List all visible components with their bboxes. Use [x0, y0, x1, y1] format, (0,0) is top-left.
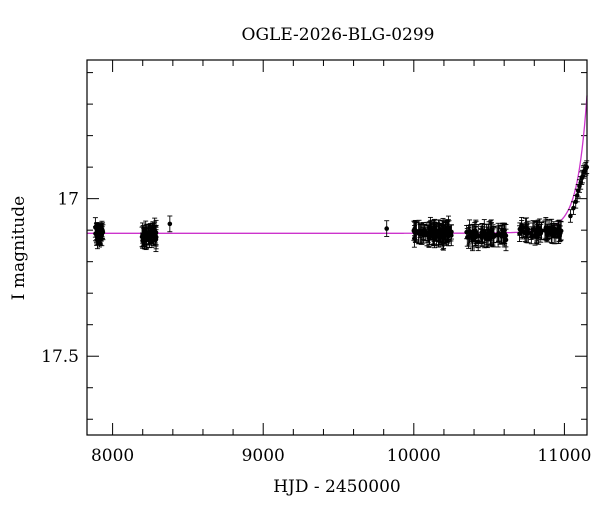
data-point [567, 209, 573, 223]
x-tick-label: 10000 [387, 446, 441, 466]
data-points-layer [92, 160, 590, 253]
data-point [469, 230, 475, 248]
tick-labels: 8000 9000 10000 11000 17 17.5 [41, 190, 591, 466]
data-point [448, 224, 454, 247]
data-point [490, 228, 496, 246]
model-curve-layer [87, 95, 588, 234]
data-point [519, 223, 525, 240]
data-point [417, 224, 423, 238]
data-point [500, 223, 506, 237]
data-point [426, 221, 432, 248]
data-point [551, 223, 557, 239]
data-point [496, 225, 502, 242]
data-point [530, 220, 536, 240]
data-point [143, 226, 149, 241]
data-point [444, 219, 450, 244]
data-point [535, 223, 541, 239]
data-point [475, 224, 481, 249]
x-axis-label: HJD - 2450000 [273, 477, 401, 497]
y-tick-label: 17 [57, 190, 79, 210]
data-point [525, 220, 531, 239]
plot-frame [86, 59, 588, 436]
data-point [440, 225, 446, 251]
data-point [421, 223, 427, 238]
data-point [466, 224, 472, 249]
data-point [556, 224, 562, 243]
data-point [140, 222, 146, 248]
chart-title: OGLE-2026-BLG-0299 [242, 25, 435, 45]
data-point [384, 220, 390, 237]
data-point [430, 224, 436, 245]
x-tick-label: 8000 [91, 446, 134, 466]
y-tick-label: 17.5 [41, 347, 79, 367]
x-tick-label: 11000 [537, 446, 591, 466]
axis-ticks [87, 60, 587, 435]
x-tick-label: 9000 [242, 446, 285, 466]
y-axis-label: I magnitude [9, 196, 29, 300]
data-point [544, 223, 550, 243]
data-point [149, 225, 155, 241]
data-point [92, 217, 98, 238]
data-point [481, 219, 487, 244]
data-point [412, 219, 418, 243]
data-point [100, 224, 106, 241]
data-point [167, 215, 173, 233]
model-curve [87, 95, 588, 234]
data-point [528, 226, 534, 240]
